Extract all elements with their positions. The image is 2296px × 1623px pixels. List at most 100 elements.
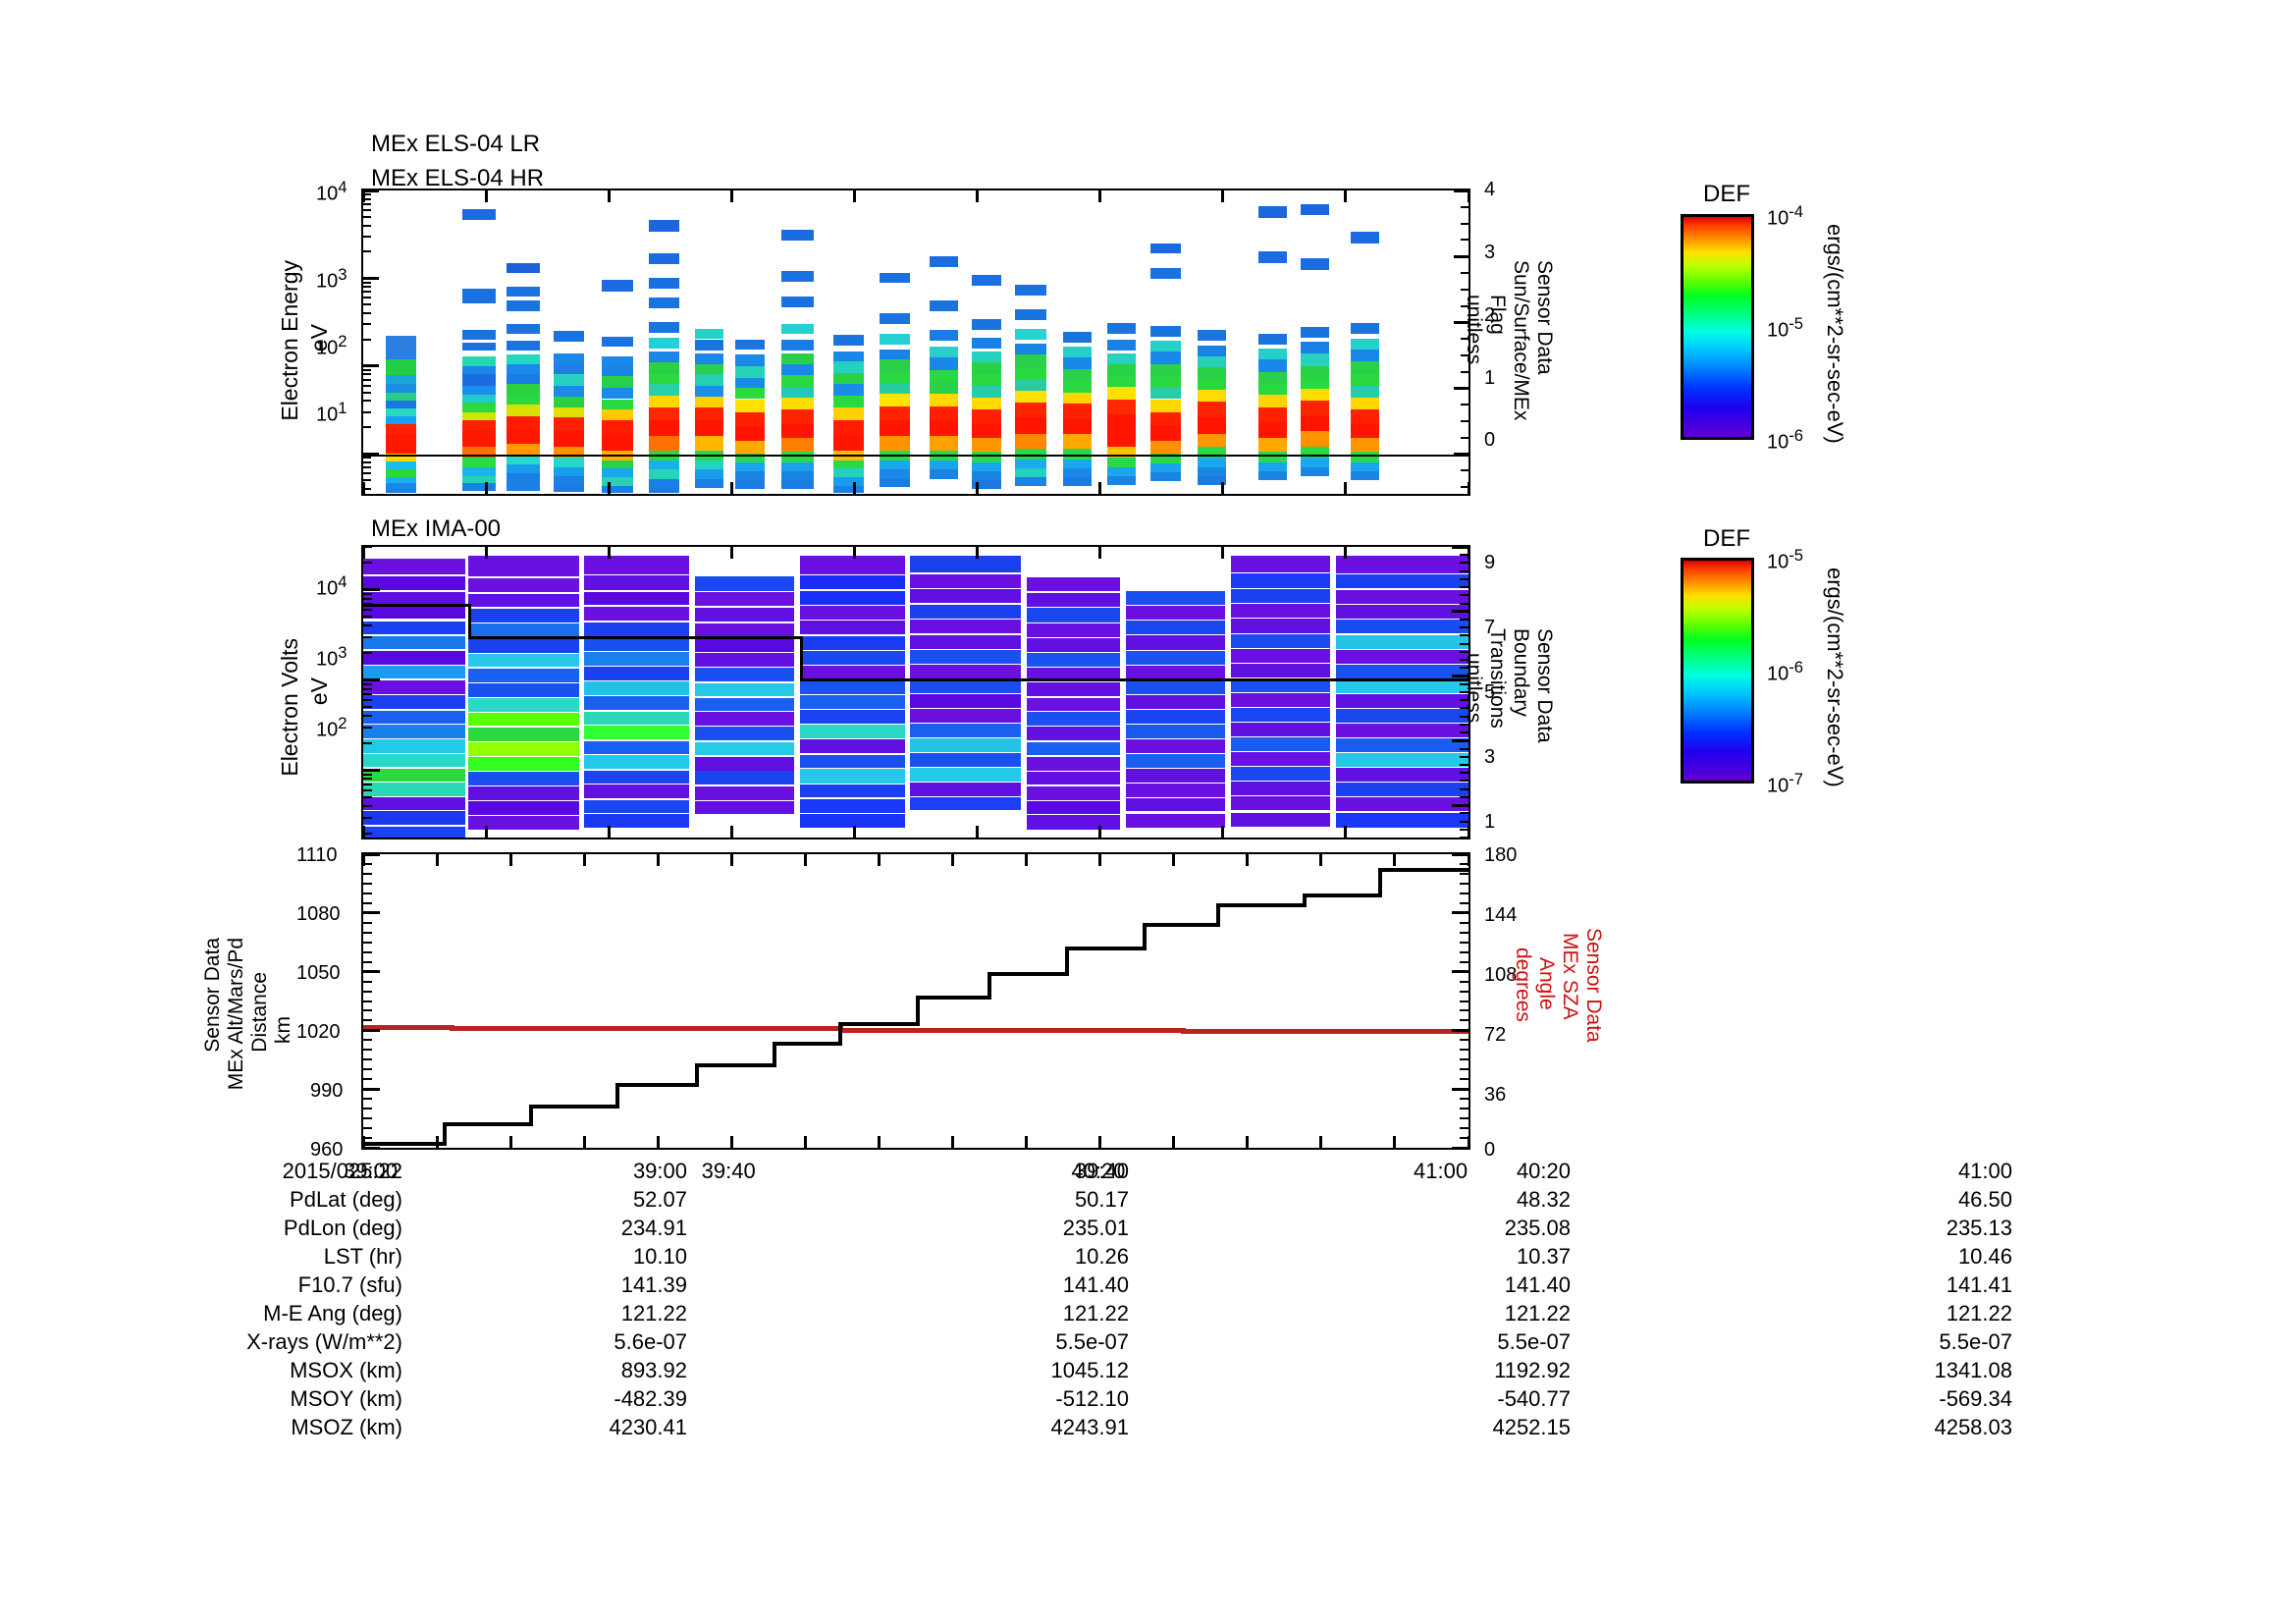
spectrogram-cell	[780, 229, 815, 241]
axis-tick	[363, 687, 372, 690]
spectrogram-cell	[1198, 345, 1227, 356]
spectrogram-cell	[648, 338, 680, 349]
spectrogram-cell	[1106, 399, 1137, 415]
ima-spectrogram-cell	[1230, 633, 1331, 649]
spectrogram-cell	[1198, 458, 1227, 468]
panel-els-ylabel: Electron Energy	[277, 260, 302, 421]
axis-tick	[1461, 239, 1468, 242]
ima-spectrogram-cell	[910, 708, 1021, 723]
axis-tick-x	[1467, 1136, 1468, 1148]
table-cell: 121.22	[1062, 1300, 1129, 1325]
panel-els-plot[interactable]	[361, 189, 1470, 496]
axis-tick	[363, 911, 380, 915]
spectrogram-cell	[879, 359, 911, 372]
ima-spectrogram-cell	[1125, 679, 1226, 694]
spectrogram-cell	[553, 447, 585, 459]
spectrogram-cell	[780, 386, 815, 398]
spectrogram-cell	[879, 394, 911, 406]
ima-spectrogram-cell	[1335, 664, 1468, 678]
spectrogram-cell	[1350, 461, 1379, 472]
spectrogram-cell	[972, 438, 1001, 453]
ima-spectrogram-cell	[799, 555, 905, 574]
ima-spectrogram-cell	[694, 785, 795, 800]
spectrogram-cell	[972, 409, 1001, 424]
axis-tick-x	[1393, 854, 1397, 866]
spectrogram-cell	[1149, 411, 1182, 426]
ima-spectrogram-cell	[1230, 619, 1331, 633]
ima-spectrogram-cell	[694, 622, 795, 637]
spectrogram-cell	[832, 420, 865, 436]
table-row-label: MSOX (km)	[290, 1357, 402, 1382]
spectrogram-cell	[462, 395, 497, 404]
spectrogram-cell	[929, 255, 958, 267]
sza-tick-36: 36	[1484, 1084, 1507, 1106]
ima-spectrogram-cell	[910, 753, 1021, 767]
table-row-label: MSOZ (km)	[291, 1414, 402, 1439]
spectrogram-cell	[1198, 367, 1227, 379]
spectrogram-cell	[385, 469, 417, 478]
spectrogram-cell	[648, 298, 680, 308]
sza-tick-108: 108	[1484, 964, 1518, 986]
axis-tick-x	[729, 482, 733, 494]
spectrogram-cell	[462, 447, 497, 459]
alt-ytick-1080: 1080	[296, 903, 341, 925]
spectrogram-cell	[553, 374, 585, 386]
axis-tick-x	[877, 854, 881, 866]
spectrogram-cell	[972, 338, 1001, 349]
spectrogram-cell	[1149, 376, 1182, 389]
altitude-line	[1142, 922, 1217, 927]
spectrogram-cell	[1350, 338, 1379, 350]
axis-tick-x	[1221, 190, 1225, 202]
axis-tick-x	[363, 482, 365, 494]
spectrogram-cell	[462, 208, 497, 221]
axis-tick-x	[1172, 854, 1176, 866]
altitude-line	[363, 1142, 444, 1147]
sza-angle-line	[449, 1026, 839, 1032]
ima-spectrogram-cell	[363, 826, 465, 838]
ima-spectrogram-cell	[1335, 767, 1468, 783]
ima-spectrogram-cell	[694, 771, 795, 785]
table-cell: 50.17	[1074, 1186, 1129, 1212]
spectrogram-cell	[1300, 467, 1330, 477]
panel-alt-plot[interactable]	[361, 852, 1470, 1150]
table-row: PdLon (deg) 234.91 235.01 235.08 235.13	[177, 1214, 2012, 1242]
panel-ima-plot[interactable]	[361, 545, 1470, 839]
colorbar-1	[1681, 214, 1754, 440]
spectrogram-cell	[832, 486, 865, 493]
altitude-line-riser	[838, 1022, 843, 1047]
axis-tick	[1460, 626, 1468, 629]
table-cell: 39:40	[1074, 1158, 1129, 1183]
spectrogram-cell	[553, 331, 585, 342]
spectrogram-cell	[780, 461, 815, 471]
axis-tick	[363, 593, 372, 596]
axis-tick	[363, 276, 379, 280]
ima-spectrogram-cell	[799, 575, 905, 590]
spectrogram-cell	[780, 409, 815, 424]
axis-tick	[1460, 1068, 1468, 1071]
altitude-line	[916, 995, 988, 1000]
sza-angle-line-riser	[449, 1025, 454, 1032]
table-cell: 1045.12	[1050, 1357, 1129, 1382]
ima-spectrogram-cell	[799, 621, 905, 635]
ima-spectrogram-cell	[1230, 573, 1331, 588]
altitude-line-riser	[916, 995, 920, 1027]
spectrogram-cell	[1106, 322, 1137, 335]
table-cell: 121.22	[1946, 1300, 2012, 1325]
spectrogram-cell	[735, 388, 765, 400]
axis-tick	[1461, 486, 1468, 489]
ima-spectrogram-cell	[910, 619, 1021, 634]
axis-tick	[363, 466, 371, 469]
ima-spectrogram-cell	[363, 695, 465, 709]
ima-spectrogram-cell	[910, 664, 1021, 678]
altitude-line	[614, 1083, 695, 1088]
ima-spectrogram-cell	[1335, 678, 1468, 693]
axis-tick-x	[1393, 1136, 1397, 1148]
axis-tick	[1460, 755, 1468, 758]
ima-spectrogram-cell	[694, 607, 795, 622]
spectrogram-cell	[648, 406, 680, 421]
spectrogram-cell	[553, 362, 585, 375]
ima-ytick-3: 103	[316, 643, 347, 671]
panel-ima-title: MEx IMA-00	[371, 515, 502, 542]
axis-tick	[1460, 1078, 1468, 1081]
axis-tick	[1460, 862, 1468, 865]
